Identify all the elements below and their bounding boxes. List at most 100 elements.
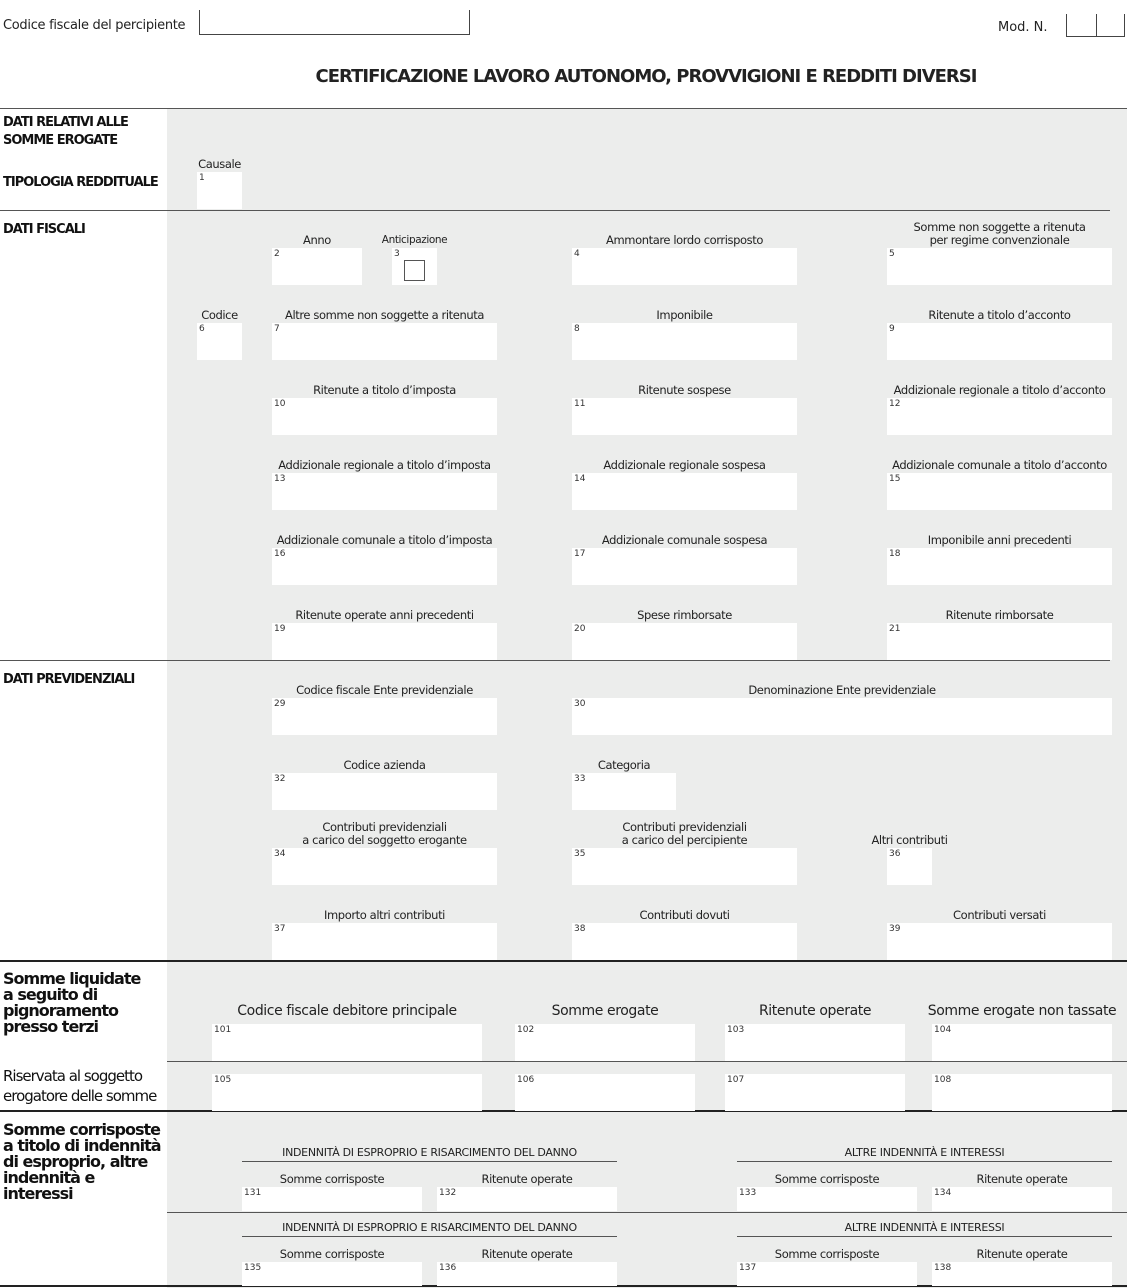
field-32-input[interactable]: 32 <box>272 773 497 810</box>
field-4-input[interactable]: 4 <box>572 248 797 285</box>
field-29-input[interactable]: 29 <box>272 698 497 735</box>
field-21-input[interactable]: 21 <box>887 623 1112 660</box>
field-134-label: Ritenute operate <box>976 1172 1068 1186</box>
field-3-input[interactable]: 3 <box>392 248 437 285</box>
field-number: 20 <box>574 624 586 634</box>
field-19-input[interactable]: 19 <box>272 623 497 660</box>
divider <box>167 1212 1127 1213</box>
anticipazione-checkbox[interactable] <box>404 260 425 281</box>
field-137-input[interactable]: 137 <box>737 1262 917 1286</box>
field-number: 1 <box>199 173 205 183</box>
field-number: 104 <box>934 1025 952 1035</box>
field-30-label: Denominazione Ente previdenziale <box>748 683 936 697</box>
field-number: 134 <box>934 1188 952 1198</box>
field-106-input[interactable]: 106 <box>515 1074 695 1111</box>
field-18-input[interactable]: 18 <box>887 548 1112 585</box>
field-15-input[interactable]: 15 <box>887 473 1112 510</box>
field-103-input[interactable]: 103 <box>725 1024 905 1061</box>
field-29-label: Codice fiscale Ente previdenziale <box>296 683 473 697</box>
subheader-altre: ALTRE INDENNITÀ E INTERESSI <box>737 1221 1112 1237</box>
field-136-input[interactable]: 136 <box>437 1262 617 1286</box>
field-number: 4 <box>574 249 580 259</box>
field-number: 132 <box>439 1188 457 1198</box>
field-1-input[interactable]: 1 <box>197 172 242 209</box>
field-number: 106 <box>517 1075 535 1085</box>
codice-fiscale-input[interactable] <box>199 10 470 35</box>
field-132-input[interactable]: 132 <box>437 1187 617 1211</box>
field-number: 16 <box>274 549 286 559</box>
field-11-input[interactable]: 11 <box>572 398 797 435</box>
field-number: 33 <box>574 774 586 784</box>
field-number: 10 <box>274 399 286 409</box>
field-19-label: Ritenute operate anni precedenti <box>295 608 474 622</box>
field-137-label: Somme corrisposte <box>774 1247 880 1261</box>
field-number: 131 <box>244 1188 262 1198</box>
field-8-input[interactable]: 8 <box>572 323 797 360</box>
field-2-input[interactable]: 2 <box>272 248 362 285</box>
mod-number-input-2[interactable] <box>1096 14 1125 37</box>
mod-number-input-1[interactable] <box>1066 14 1097 37</box>
field-5-label: Somme non soggette a ritenuta per regime… <box>913 220 1086 247</box>
field-138-input[interactable]: 138 <box>932 1262 1112 1286</box>
field-37-input[interactable]: 37 <box>272 923 497 960</box>
field-135-input[interactable]: 135 <box>242 1262 422 1286</box>
field-132-label: Ritenute operate <box>481 1172 573 1186</box>
field-number: 8 <box>574 324 580 334</box>
field-133-input[interactable]: 133 <box>737 1187 917 1211</box>
field-39-input[interactable]: 39 <box>887 923 1112 960</box>
field-number: 21 <box>889 624 901 634</box>
field-38-input[interactable]: 38 <box>572 923 797 960</box>
divider <box>0 660 1110 661</box>
field-3-label: Anticipazione <box>381 234 448 246</box>
field-13-input[interactable]: 13 <box>272 473 497 510</box>
field-number: 32 <box>274 774 286 784</box>
field-36-input[interactable]: 36 <box>887 848 932 885</box>
field-4-label: Ammontare lordo corrisposto <box>606 233 763 247</box>
field-35-label: Contributi previdenziali a carico del pe… <box>621 820 748 847</box>
field-134-input[interactable]: 134 <box>932 1187 1112 1211</box>
field-number: 6 <box>199 324 205 334</box>
field-9-input[interactable]: 9 <box>887 323 1112 360</box>
field-16-label: Addizionale comunale a titolo d’imposta <box>276 533 493 547</box>
field-5-input[interactable]: 5 <box>887 248 1112 285</box>
field-20-input[interactable]: 20 <box>572 623 797 660</box>
field-12-input[interactable]: 12 <box>887 398 1112 435</box>
field-number: 7 <box>274 324 280 334</box>
field-1-label: Causale <box>198 157 241 171</box>
field-number: 18 <box>889 549 901 559</box>
field-number: 5 <box>889 249 895 259</box>
field-34-input[interactable]: 34 <box>272 848 497 885</box>
field-number: 108 <box>934 1075 952 1085</box>
field-104-input[interactable]: 104 <box>932 1024 1112 1061</box>
field-33-input[interactable]: 33 <box>572 773 676 810</box>
field-14-input[interactable]: 14 <box>572 473 797 510</box>
field-108-input[interactable]: 108 <box>932 1074 1112 1111</box>
field-6-input[interactable]: 6 <box>197 323 242 360</box>
field-number: 12 <box>889 399 901 409</box>
field-16-input[interactable]: 16 <box>272 548 497 585</box>
section-dati-previdenziali: DATI PREVIDENZIALI <box>3 672 135 687</box>
field-30-input[interactable]: 30 <box>572 698 1112 735</box>
section-pignoramento: Somme liquidate a seguito di pignorament… <box>3 969 141 1036</box>
field-105-input[interactable]: 105 <box>212 1074 482 1111</box>
field-7-input[interactable]: 7 <box>272 323 497 360</box>
page-title: CERTIFICAZIONE LAVORO AUTONOMO, PROVVIGI… <box>315 66 978 87</box>
field-10-input[interactable]: 10 <box>272 398 497 435</box>
field-101-input[interactable]: 101 <box>212 1024 482 1061</box>
field-14-label: Addizionale regionale sospesa <box>603 458 766 472</box>
field-35-input[interactable]: 35 <box>572 848 797 885</box>
field-17-input[interactable]: 17 <box>572 548 797 585</box>
field-number: 136 <box>439 1263 457 1273</box>
divider <box>0 960 1127 962</box>
field-number: 11 <box>574 399 586 409</box>
field-32-label: Codice azienda <box>343 758 426 772</box>
field-number: 3 <box>394 249 400 259</box>
section-indennita: Somme corrisposte a titolo di indennità … <box>3 1120 162 1203</box>
field-102-input[interactable]: 102 <box>515 1024 695 1061</box>
field-number: 107 <box>727 1075 745 1085</box>
field-133-label: Somme corrisposte <box>774 1172 880 1186</box>
field-131-input[interactable]: 131 <box>242 1187 422 1211</box>
field-13-label: Addizionale regionale a titolo d’imposta <box>278 458 491 472</box>
field-107-input[interactable]: 107 <box>725 1074 905 1111</box>
